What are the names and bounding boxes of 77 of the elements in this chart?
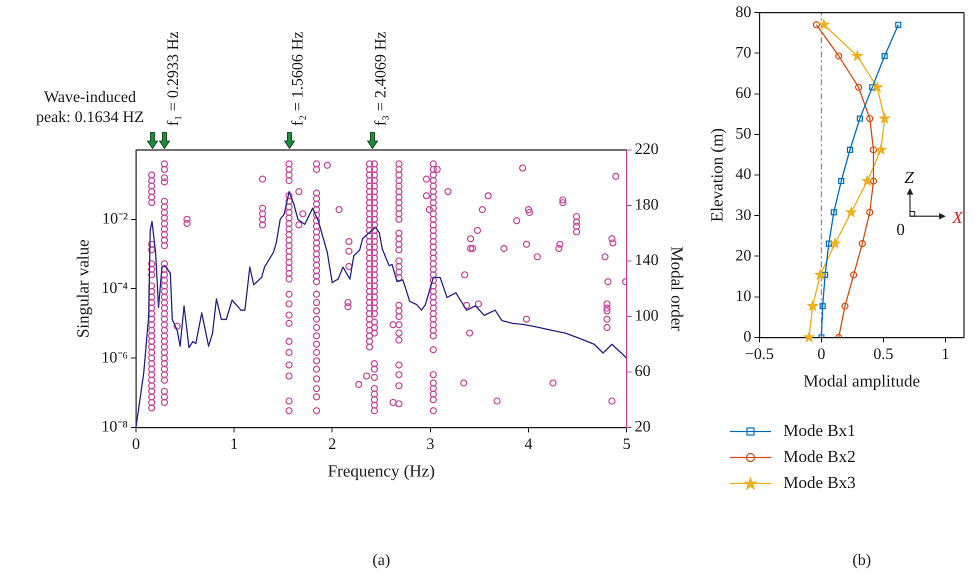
x-tick-label: 3 bbox=[426, 436, 434, 454]
y2-tick-label: 60 bbox=[634, 363, 651, 380]
y-tick-label: 20 bbox=[735, 247, 752, 264]
text: f₂ = 1.5606 Hz bbox=[289, 31, 306, 126]
y2-tick-label: 220 bbox=[634, 141, 659, 158]
point bbox=[835, 52, 842, 60]
annotation: 0 bbox=[896, 220, 905, 239]
point bbox=[822, 272, 828, 278]
point bbox=[874, 143, 888, 156]
x-tick-label: 5 bbox=[622, 436, 631, 454]
point bbox=[882, 52, 888, 60]
point bbox=[802, 330, 816, 343]
x-axis-title: Modal amplitude bbox=[803, 371, 920, 390]
x-tick-label: 4 bbox=[524, 436, 532, 454]
x-tick-label: 0 bbox=[132, 436, 140, 454]
y-tick-label: 60 bbox=[735, 85, 752, 102]
x-tick-label: 1 bbox=[230, 436, 238, 454]
point bbox=[812, 21, 820, 28]
y-tick-label: 30 bbox=[735, 206, 752, 224]
y-tick-label: 10⁻⁴ bbox=[101, 280, 128, 297]
point bbox=[818, 18, 830, 30]
text: (a) bbox=[372, 552, 390, 570]
point bbox=[851, 50, 864, 62]
point bbox=[841, 302, 849, 310]
y-tick-label: 40 bbox=[735, 166, 752, 184]
x-tick-label: 0 bbox=[817, 346, 826, 364]
y-tick-label: 80 bbox=[735, 4, 752, 21]
annotation: X bbox=[952, 208, 963, 227]
point bbox=[895, 22, 902, 28]
point bbox=[806, 300, 819, 312]
y-tick-label: 70 bbox=[735, 44, 752, 62]
point bbox=[870, 146, 878, 154]
y-axis-title: Elevation (m) bbox=[708, 128, 727, 222]
x-tick-label: 1 bbox=[941, 346, 950, 364]
text: Wave-induced peak: 0.1634 HZ bbox=[36, 89, 144, 126]
legend-label: Mode Bx3 bbox=[783, 473, 856, 493]
x-tick-label: 2 bbox=[328, 436, 336, 454]
y-tick-label: 50 bbox=[735, 126, 752, 143]
y-tick-label: 10⁻² bbox=[102, 210, 128, 228]
y2-tick-label: 180 bbox=[634, 196, 659, 214]
text: f₁ = 0.2933 Hz bbox=[164, 31, 182, 126]
point bbox=[846, 146, 853, 153]
y2-tick-label: 20 bbox=[634, 418, 651, 436]
point bbox=[830, 209, 837, 216]
text: (b) bbox=[852, 552, 872, 570]
point bbox=[878, 112, 891, 124]
point bbox=[858, 240, 866, 248]
y-axis-title: Singular value bbox=[74, 239, 93, 338]
point bbox=[826, 240, 832, 247]
y2-axis-title: Modal order bbox=[667, 246, 686, 332]
y2-tick-label: 140 bbox=[634, 252, 659, 270]
point bbox=[856, 115, 863, 122]
legend-label: Mode Bx1 bbox=[783, 421, 856, 441]
y-tick-label: 0 bbox=[743, 328, 752, 346]
annotation: Z bbox=[904, 168, 914, 187]
point bbox=[828, 237, 842, 249]
point bbox=[844, 206, 858, 218]
point bbox=[866, 114, 874, 122]
point bbox=[871, 80, 884, 93]
point bbox=[838, 178, 844, 184]
x-axis-title: Frequency (Hz) bbox=[328, 461, 435, 480]
y-tick-label: 10⁻⁸ bbox=[101, 418, 128, 436]
point bbox=[861, 174, 874, 186]
point bbox=[855, 84, 862, 91]
legend-label: Mode Bx2 bbox=[783, 447, 856, 467]
point bbox=[869, 84, 876, 90]
point bbox=[870, 177, 878, 185]
text: f₃ = 2.4069 Hz bbox=[372, 31, 390, 126]
point bbox=[820, 303, 826, 310]
y2-tick-label: 100 bbox=[634, 308, 659, 325]
point bbox=[850, 271, 858, 278]
y-tick-label: 10⁻⁶ bbox=[101, 349, 128, 366]
point bbox=[814, 268, 826, 280]
x-tick-label: 0.5 bbox=[873, 346, 894, 364]
point bbox=[866, 208, 874, 216]
y-tick-label: 10 bbox=[735, 288, 752, 306]
x-tick-label: −0.5 bbox=[744, 346, 774, 364]
